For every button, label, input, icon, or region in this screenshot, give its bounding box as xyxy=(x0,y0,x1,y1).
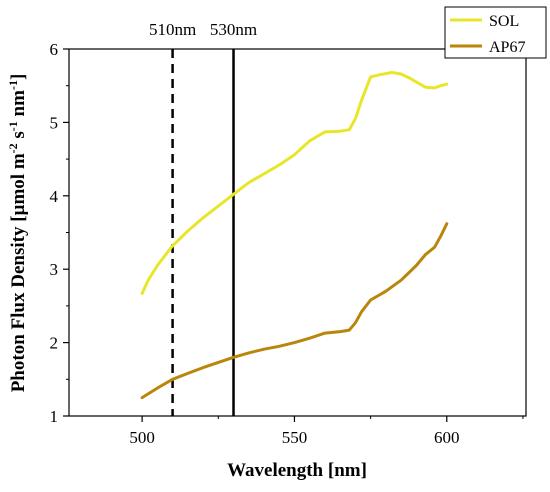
y-tick-label: 2 xyxy=(50,334,59,353)
legend: SOL AP67 xyxy=(444,6,547,59)
y-tick-label: 5 xyxy=(50,113,59,132)
y-tick-label: 4 xyxy=(50,187,59,206)
y-tick-label: 1 xyxy=(50,407,59,426)
reference-lines: 510nm 530nm xyxy=(149,20,257,416)
legend-box xyxy=(444,6,547,59)
series-line-sol xyxy=(140,71,449,295)
ylabel-sup-3: -1 xyxy=(6,121,20,131)
legend-label-sol: SOL xyxy=(489,13,519,30)
y-tick-label: 6 xyxy=(50,40,59,59)
x-tick-label: 550 xyxy=(282,428,308,447)
x-axis: 500 550 600 xyxy=(129,416,524,447)
ylabel-part-2: s xyxy=(8,131,29,143)
plot-frame xyxy=(68,48,527,417)
series-line-ap67 xyxy=(140,222,449,400)
ylabel-part-0: Photon Flux Density [µmol m xyxy=(8,153,29,392)
x-axis-label: Wavelength [nm] xyxy=(227,460,367,481)
ref-label-510: 510nm xyxy=(149,20,196,39)
series-group xyxy=(140,71,449,400)
legend-label-ap67: AP67 xyxy=(489,39,525,56)
y-axis: 1 2 3 4 5 6 xyxy=(50,40,69,426)
x-tick-label: 600 xyxy=(434,428,460,447)
ylabel-part-4: nm xyxy=(8,90,29,121)
ylabel-sup-1: -2 xyxy=(6,143,20,153)
plot-area: 510nm 530nm 500 550 600 1 2 3 4 5 6 xyxy=(50,20,527,447)
y-axis-label: Photon Flux Density [µmol m-2 s-1 nm-1] xyxy=(6,74,29,393)
ylabel-sup-5: -1 xyxy=(6,80,20,90)
y-tick-label: 3 xyxy=(50,260,59,279)
ref-label-530: 530nm xyxy=(210,20,257,39)
x-tick-label: 500 xyxy=(129,428,155,447)
ylabel-part-6: ] xyxy=(8,74,29,80)
